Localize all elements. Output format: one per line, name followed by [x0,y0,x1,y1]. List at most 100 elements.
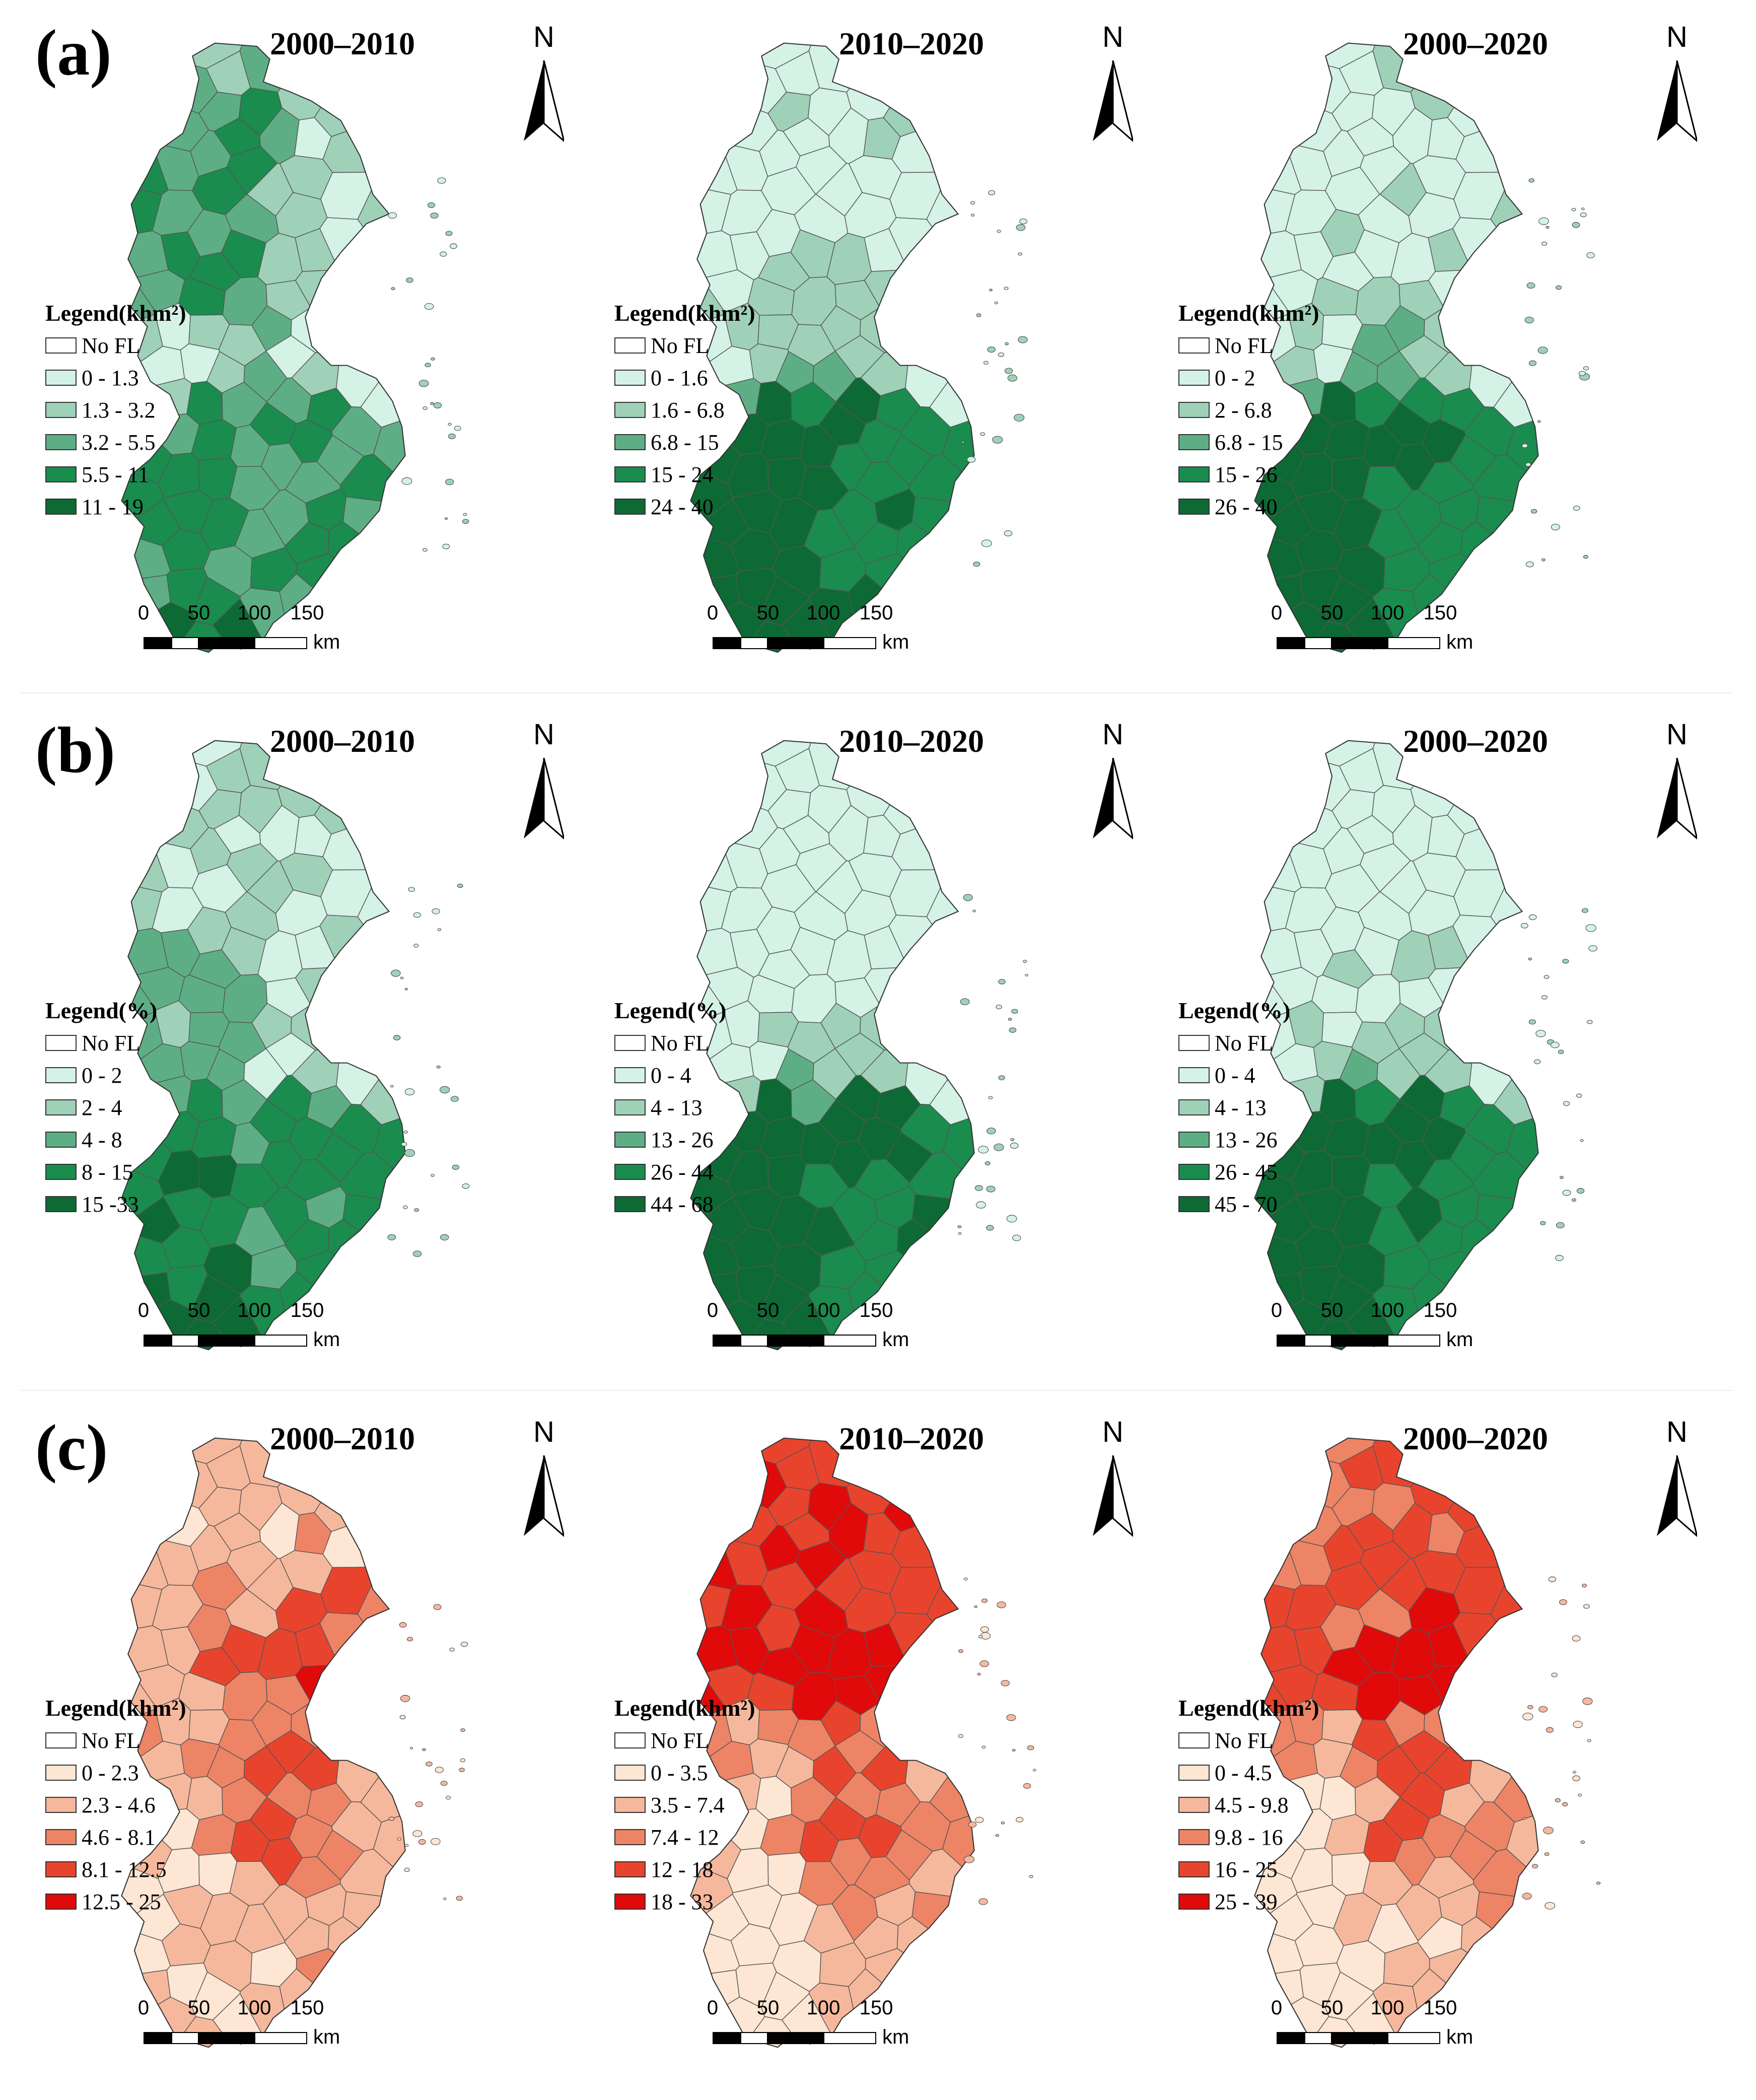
scale-bar-segment [1332,2032,1387,2044]
island [1543,1827,1554,1835]
district-region [316,1829,365,1881]
district-region [1449,434,1498,486]
district-region [1254,928,1302,976]
legend-label: 26 - 44 [651,1159,714,1184]
island [456,1896,463,1901]
district-region [1452,1612,1538,1703]
legend-swatch [614,402,646,418]
district-region [251,305,292,352]
island [963,1577,968,1581]
district-region [783,815,830,854]
legend-swatch [45,1732,77,1748]
legend-swatch [614,370,646,386]
district-region [891,104,974,173]
scale-tick-label: 0 [707,1997,719,2019]
district-region [888,915,974,1005]
scale-bar-segment [1332,637,1387,649]
island [401,477,412,485]
scale-bar-segment [171,2032,199,2044]
island [1010,1142,1019,1149]
island [966,456,976,463]
scale-unit: km [313,631,340,653]
district-region [761,1971,810,2020]
map-legend: Legend(khm²) No FL 0 - 2 2 - 6.8 6.8 - 15 15 … [1178,300,1319,523]
island [431,357,435,361]
legend-swatch [614,1035,646,1051]
island [437,928,442,931]
scale-tick-label: 0 [137,1997,150,2019]
district-region [1324,1562,1380,1611]
island [1551,524,1560,531]
legend-label: No FL [651,1030,710,1056]
island [413,944,419,948]
scale-bar-segment [144,637,171,649]
scale-bar: 0 50 100 150 km [705,1997,917,2057]
island [462,519,469,524]
legend-item: 8.1 - 12.5 [45,1853,186,1885]
legend-item: 12 - 18 [614,1853,755,1885]
legend-label: 3.2 - 5.5 [82,430,156,455]
island [449,243,458,249]
legend-label: 12.5 - 25 [82,1889,161,1914]
legend-item: 5.5 - 11 [45,458,186,491]
scale-bar-segment [740,637,768,649]
district-region [885,1829,934,1881]
scale-unit: km [313,1328,340,1351]
north-label: N [1666,21,1688,53]
island [1587,1739,1591,1742]
island [1537,420,1541,423]
scale-tick-label: 0 [1271,1299,1283,1321]
district-region [1325,1971,1374,2020]
legend-label: 44 - 68 [651,1192,714,1217]
district-region [828,107,869,164]
district-region [331,406,382,457]
legend-label: 26 - 45 [1215,1159,1278,1184]
island [418,1839,426,1845]
legend-label: 4.5 - 9.8 [1215,1792,1289,1817]
district-region [1464,1103,1515,1154]
island [393,1035,401,1040]
island [1528,360,1537,366]
island [432,908,440,915]
island [978,1635,983,1639]
island [1008,1017,1012,1021]
district-region [1393,443,1436,491]
island [457,883,463,888]
scale-bar-segment [713,1335,740,1347]
district-region [926,844,974,1003]
district-region [1393,1140,1436,1188]
island [981,1745,986,1749]
district-region [322,802,405,871]
legend-title: Legend(khm²) [614,300,755,326]
island [422,1748,426,1752]
island [397,1837,401,1841]
island [1558,1049,1564,1054]
legend-item: 7.4 - 12 [614,1821,755,1853]
north-arrow: N [1647,1415,1707,1546]
island [1018,252,1022,256]
choropleth-map [690,1437,1036,2048]
legend-item: 4 - 8 [45,1124,157,1156]
island [1541,558,1546,562]
island [408,887,415,892]
legend-swatch [614,1132,646,1148]
island [978,1146,989,1154]
district-region [1321,949,1374,989]
scale-bar: 0 50 100 150 km [705,602,917,662]
island [1578,371,1586,376]
island [963,1855,974,1863]
district-region [234,1903,286,1954]
district-region [783,1512,830,1552]
island [989,289,993,292]
district-region [251,1003,292,1049]
legend-swatch [45,1164,77,1180]
island [460,1728,465,1732]
north-arrow-icon [1093,1455,1133,1537]
island [1523,1817,1526,1820]
island [1559,1599,1567,1605]
north-arrow: N [1083,1415,1143,1546]
district-region [161,1226,211,1269]
island [436,1065,441,1069]
legend-swatch [1178,1035,1210,1051]
island [1023,960,1027,963]
